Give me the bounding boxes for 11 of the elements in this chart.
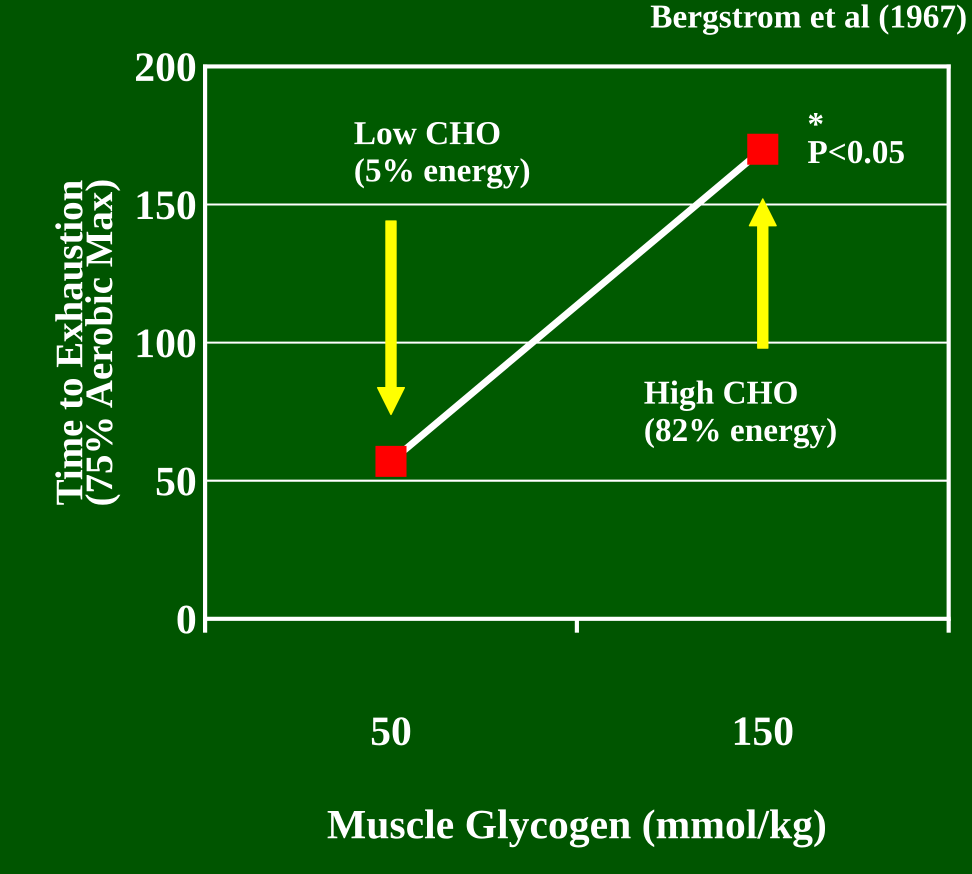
annotation: Low CHO (5% energy) (354, 122, 530, 189)
y-tick-label: 50 (156, 467, 196, 496)
y-axis-title: Time to Exhaustion (75% Aerobic Max) (55, 180, 120, 505)
y-tick-label: 200 (136, 53, 196, 82)
y-tick-label: 150 (138, 191, 196, 220)
y-tick-label: 100 (138, 329, 196, 358)
annotation: * P<0.05 (808, 113, 904, 164)
text: Bergstrom et al (1967) (650, 4, 966, 35)
x-axis-title: Muscle Glycogen (mmol/kg) (328, 809, 826, 848)
y-tick-label: 0 (178, 606, 196, 634)
annotation: High CHO (82% energy) (644, 380, 836, 448)
